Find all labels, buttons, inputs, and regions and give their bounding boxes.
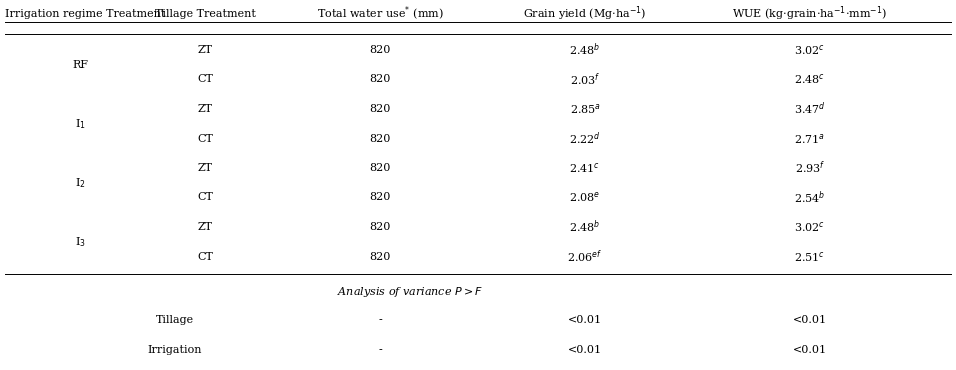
Text: ZT: ZT [198,104,212,114]
Text: 3.02$^{c}$: 3.02$^{c}$ [794,43,826,57]
Text: 820: 820 [369,45,391,55]
Text: 2.48$^{b}$: 2.48$^{b}$ [569,219,600,235]
Text: 2.03$^{f}$: 2.03$^{f}$ [570,71,600,88]
Text: Irrigation regime Treatment: Irrigation regime Treatment [5,9,165,19]
Text: CT: CT [197,134,213,144]
Text: 2.51$^{c}$: 2.51$^{c}$ [794,249,826,263]
Text: RF: RF [72,60,88,70]
Text: ZT: ZT [198,222,212,232]
Text: I$_1$: I$_1$ [75,117,85,131]
Text: I$_2$: I$_2$ [75,176,85,190]
Text: 3.47$^{d}$: 3.47$^{d}$ [794,101,826,117]
Text: 2.71$^{a}$: 2.71$^{a}$ [794,131,826,145]
Text: 820: 820 [369,74,391,84]
Text: <0.01: <0.01 [793,345,827,355]
Text: 2.93$^{f}$: 2.93$^{f}$ [794,160,825,176]
Text: CT: CT [197,192,213,202]
Text: 2.48$^{b}$: 2.48$^{b}$ [569,42,600,58]
Text: WUE (kg$\cdot$grain$\cdot$ha$^{-1}$$\cdot$mm$^{-1}$): WUE (kg$\cdot$grain$\cdot$ha$^{-1}$$\cdo… [732,5,887,23]
Text: Tillage Treatment: Tillage Treatment [155,9,255,19]
Text: 2.08$^{e}$: 2.08$^{e}$ [570,191,600,205]
Text: I$_3$: I$_3$ [75,235,85,249]
Text: 2.22$^{d}$: 2.22$^{d}$ [569,130,600,147]
Text: 2.41$^{c}$: 2.41$^{c}$ [570,161,600,175]
Text: Total water use$^{*}$ (mm): Total water use$^{*}$ (mm) [316,5,444,23]
Text: 2.54$^{b}$: 2.54$^{b}$ [794,189,826,206]
Text: Grain yield (Mg$\cdot$ha$^{-1}$): Grain yield (Mg$\cdot$ha$^{-1}$) [523,5,646,23]
Text: -: - [379,345,381,355]
Text: ZT: ZT [198,163,212,173]
Text: -: - [379,315,381,325]
Text: 2.85$^{a}$: 2.85$^{a}$ [570,102,600,116]
Text: 820: 820 [369,192,391,202]
Text: 3.02$^{c}$: 3.02$^{c}$ [794,220,826,234]
Text: 820: 820 [369,222,391,232]
Text: 820: 820 [369,134,391,144]
Text: ZT: ZT [198,45,212,55]
Text: <0.01: <0.01 [793,315,827,325]
Text: 2.06$^{ef}$: 2.06$^{ef}$ [567,248,602,265]
Text: Irrigation: Irrigation [148,345,203,355]
Text: <0.01: <0.01 [568,315,602,325]
Text: 820: 820 [369,252,391,262]
Text: CT: CT [197,74,213,84]
Text: Tillage: Tillage [156,315,194,325]
Text: Analysis of variance $P > F$: Analysis of variance $P > F$ [337,285,483,299]
Text: 2.48$^{c}$: 2.48$^{c}$ [794,73,826,87]
Text: 820: 820 [369,104,391,114]
Text: 820: 820 [369,163,391,173]
Text: CT: CT [197,252,213,262]
Text: <0.01: <0.01 [568,345,602,355]
